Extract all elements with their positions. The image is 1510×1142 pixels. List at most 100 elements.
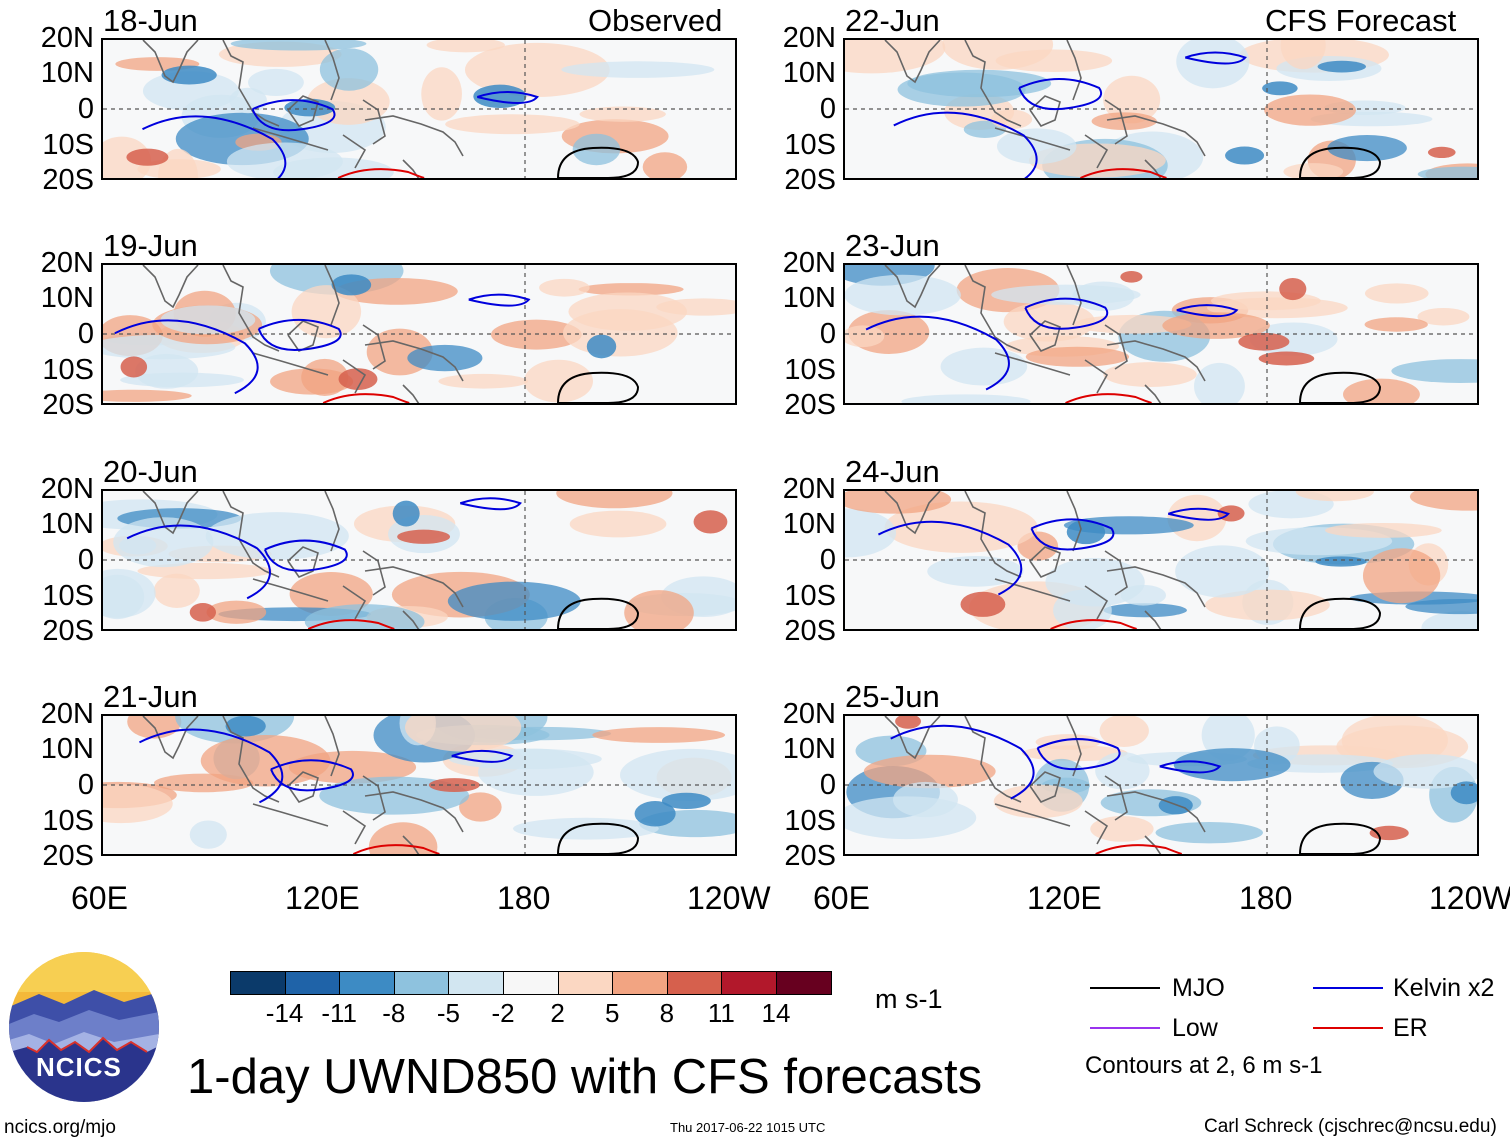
lat-tick-label: 10S bbox=[784, 354, 836, 386]
coastline-6 bbox=[342, 585, 367, 620]
footer-url[interactable]: ncics.org/mjo bbox=[4, 1117, 116, 1138]
map-panel-25-jun bbox=[843, 714, 1479, 856]
er-contour bbox=[1065, 393, 1152, 403]
anomaly-field bbox=[845, 491, 1477, 629]
lat-tick-label: 0 bbox=[77, 769, 94, 801]
panel-date-label: 25-Jun bbox=[845, 679, 940, 714]
colorbar-swatch bbox=[503, 971, 559, 995]
anomaly-field bbox=[103, 491, 735, 629]
lat-tick-label: 10N bbox=[40, 733, 94, 765]
coastline-4 bbox=[324, 40, 340, 101]
colorbar-tick-label: 5 bbox=[604, 998, 620, 1028]
coastline-5 bbox=[1106, 791, 1206, 833]
coastline-1 bbox=[222, 40, 280, 127]
coastline-7 bbox=[402, 384, 420, 403]
coastline-0 bbox=[884, 491, 941, 535]
kelvin-contour-2 bbox=[877, 520, 1023, 596]
lon-tick-label: 180 bbox=[1239, 880, 1293, 916]
coastline-6 bbox=[342, 134, 367, 169]
coastline-3 bbox=[1029, 95, 1061, 127]
map-panel-18-jun bbox=[101, 38, 737, 180]
kelvin-contour bbox=[1024, 297, 1109, 330]
coastline-0 bbox=[142, 40, 199, 84]
lat-tick-label: 20S bbox=[784, 840, 836, 872]
coastline-2 bbox=[994, 803, 1071, 827]
coastline-6 bbox=[1084, 585, 1109, 620]
main-title: 1-day UWND850 with CFS forecasts bbox=[187, 1050, 983, 1104]
map-panel-21-jun bbox=[101, 714, 737, 856]
forecast-column-label: CFS Forecast bbox=[1265, 3, 1457, 38]
observed-column-label: Observed bbox=[588, 3, 723, 38]
lat-tick-label: 10N bbox=[40, 282, 94, 314]
lat-tick-label: 10S bbox=[784, 129, 836, 161]
coastline-6 bbox=[342, 359, 367, 394]
lat-tick-label: 20N bbox=[782, 22, 836, 54]
lat-tick-label: 20N bbox=[40, 22, 94, 54]
kelvin-contour-3 bbox=[468, 293, 531, 307]
map-panel-19-jun bbox=[101, 263, 737, 405]
kelvin-contour bbox=[270, 759, 354, 792]
coastline-6 bbox=[1084, 359, 1109, 394]
lat-tick-label: 10N bbox=[40, 508, 94, 540]
anomaly-field bbox=[103, 40, 735, 178]
kelvin-contour-2 bbox=[890, 724, 1035, 800]
colorbar-tick-label: 14 bbox=[761, 998, 791, 1028]
colorbar-swatch bbox=[721, 971, 777, 995]
panel-date-label: 24-Jun bbox=[845, 454, 940, 489]
er-contour bbox=[322, 393, 410, 403]
legend-label-er: ER bbox=[1393, 1014, 1428, 1042]
lat-tick-label: 20S bbox=[42, 615, 94, 647]
anomaly-field bbox=[103, 716, 735, 854]
colorbar-tick-label: -5 bbox=[436, 998, 460, 1028]
lat-tick-label: 10N bbox=[782, 282, 836, 314]
kelvin-contour-2 bbox=[139, 728, 284, 804]
coastline-7 bbox=[1144, 384, 1162, 403]
coastline-1 bbox=[964, 265, 1022, 352]
mjo-contour bbox=[557, 597, 640, 629]
coastline-1 bbox=[964, 40, 1022, 127]
lat-tick-label: 10S bbox=[42, 580, 94, 612]
kelvin-contour-2 bbox=[126, 524, 271, 600]
colorbar-swatch bbox=[393, 971, 450, 995]
coastline-8 bbox=[1104, 550, 1128, 596]
coastline-3 bbox=[287, 546, 319, 578]
coastline-3 bbox=[1029, 771, 1061, 803]
kelvin-contour bbox=[257, 318, 342, 351]
mjo-contour bbox=[1299, 371, 1382, 403]
coastline-5 bbox=[1106, 340, 1206, 382]
kelvin-contour bbox=[1018, 77, 1102, 110]
panel-date-label: 21-Jun bbox=[103, 679, 198, 714]
lat-tick-label: 20N bbox=[782, 473, 836, 505]
panel-date-label: 20-Jun bbox=[103, 454, 198, 489]
kelvin-contour bbox=[1030, 518, 1115, 551]
colorbar-tick-label: -8 bbox=[382, 998, 406, 1028]
kelvin-contour-2 bbox=[893, 111, 1038, 178]
coastline-6 bbox=[342, 810, 367, 845]
legend-line-kelvin bbox=[1313, 987, 1383, 989]
lon-tick-label: 60E bbox=[813, 880, 870, 916]
coastline-5 bbox=[364, 791, 464, 833]
coastline-0 bbox=[142, 265, 199, 309]
colorbar-tick-label: 8 bbox=[659, 998, 675, 1028]
coastline-4 bbox=[1066, 716, 1082, 777]
coastline-2 bbox=[252, 803, 329, 827]
coastline-8 bbox=[362, 775, 386, 821]
er-contour bbox=[337, 168, 425, 178]
coastline-0 bbox=[884, 40, 941, 84]
legend-line-low bbox=[1090, 1027, 1160, 1029]
lat-tick-label: 10S bbox=[42, 129, 94, 161]
coastline-3 bbox=[287, 320, 319, 352]
lat-tick-label: 0 bbox=[819, 318, 836, 350]
coastline-0 bbox=[884, 265, 941, 309]
footer-author: Carl Schreck (cjschrec@ncsu.edu) bbox=[1204, 1116, 1497, 1137]
kelvin-contour-3 bbox=[1159, 760, 1222, 774]
coastline-5 bbox=[364, 566, 464, 608]
anomaly-field bbox=[845, 716, 1477, 854]
lat-tick-label: 0 bbox=[77, 93, 94, 125]
coastline-8 bbox=[1104, 99, 1128, 145]
lat-tick-label: 20S bbox=[784, 615, 836, 647]
coastline-7 bbox=[402, 159, 420, 178]
mjo-contour bbox=[1299, 597, 1382, 629]
lat-tick-label: 20S bbox=[42, 389, 94, 421]
colorbar-swatch bbox=[666, 971, 723, 995]
